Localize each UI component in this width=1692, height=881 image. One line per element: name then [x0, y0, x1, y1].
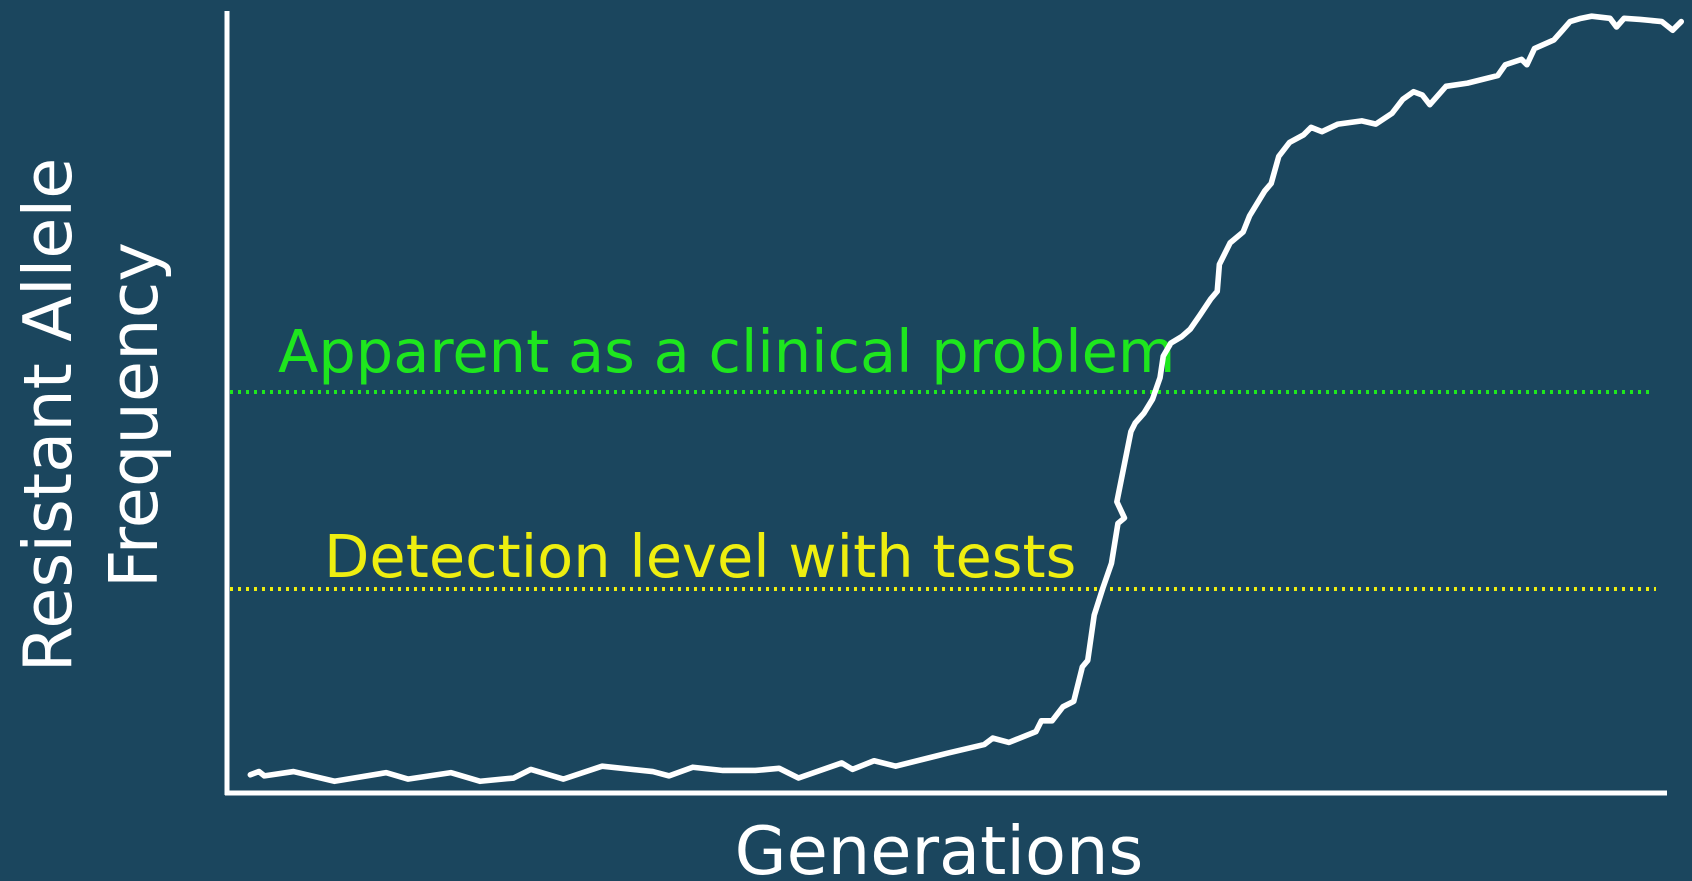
- y-label-group: Resistant Allele Frequency: [9, 158, 173, 673]
- y-axis-label: Frequency: [95, 242, 173, 588]
- threshold-label: Apparent as a clinical problem: [278, 317, 1175, 386]
- y-axis-label: Resistant Allele: [9, 158, 87, 673]
- x-axis-label: Generations: [735, 812, 1144, 881]
- curve-group: [247, 13, 1685, 785]
- frequency-curve: [247, 13, 1685, 785]
- threshold-label: Detection level with tests: [324, 522, 1076, 591]
